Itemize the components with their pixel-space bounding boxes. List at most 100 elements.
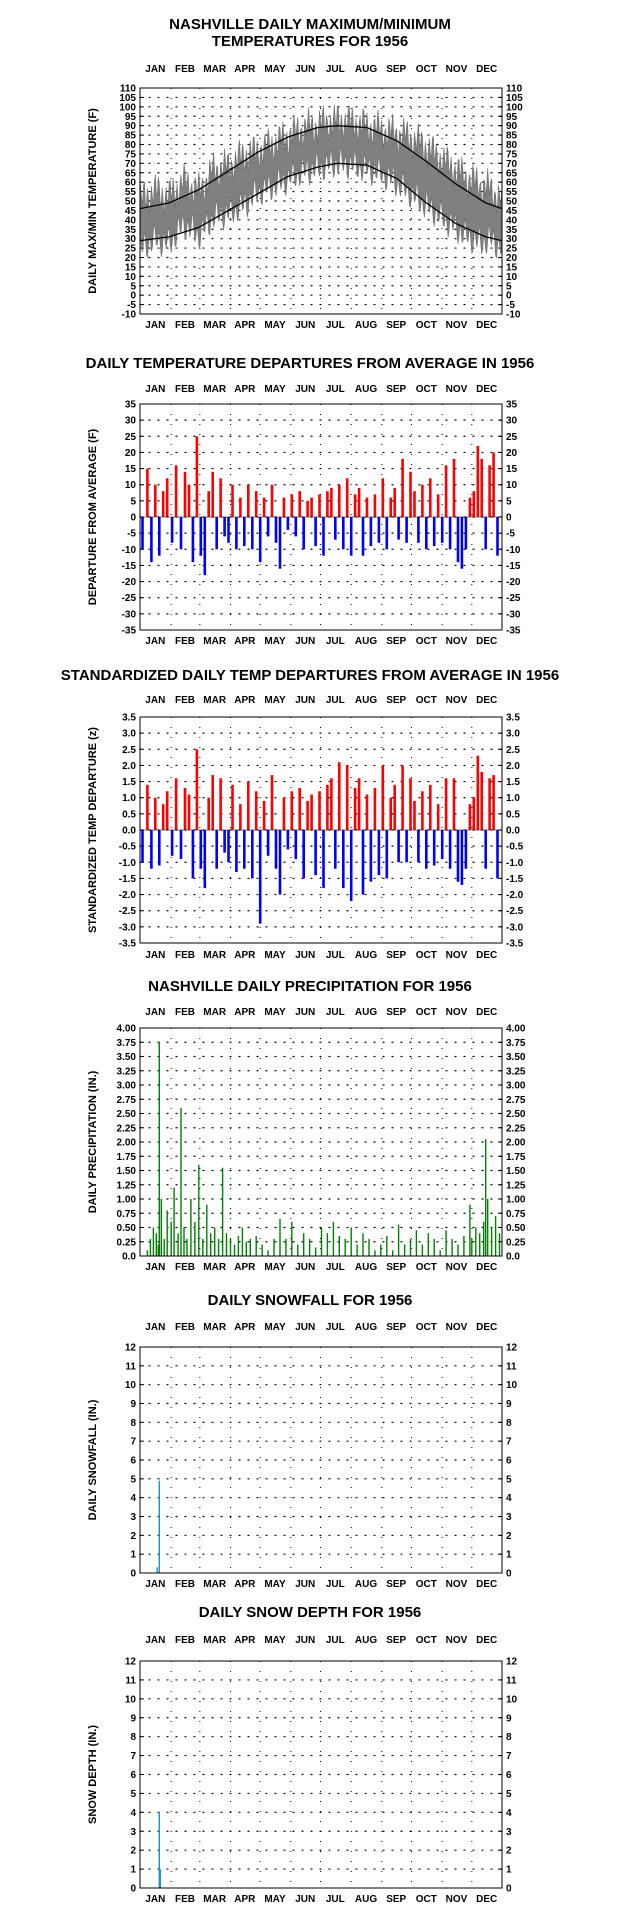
data-bar — [177, 1233, 179, 1256]
data-bar — [207, 491, 210, 517]
y-tick-label-right: 20 — [506, 253, 518, 264]
grid — [139, 1028, 503, 1256]
data-bar — [187, 484, 191, 517]
data-bar — [170, 830, 174, 856]
month-label: JUL — [326, 1635, 345, 1646]
data-bar — [444, 778, 448, 830]
month-label: AUG — [355, 695, 377, 706]
data-bar — [286, 830, 290, 850]
data-bar — [235, 517, 238, 550]
y-tick-label-left: 15 — [125, 464, 137, 475]
month-label: MAY — [264, 1322, 286, 1333]
data-bar — [160, 1199, 162, 1256]
y-tick-label-right: 60 — [506, 178, 518, 189]
month-label: JUL — [326, 1579, 345, 1590]
data-bar — [389, 797, 392, 830]
y-tick-label-left: -2.0 — [119, 890, 137, 901]
data-bar — [362, 1233, 364, 1256]
data-bar — [217, 1238, 220, 1256]
y-tick-label-left: 0 — [130, 513, 136, 524]
y-tick-label-right: 105 — [506, 93, 523, 104]
data-bar — [413, 800, 416, 830]
data-bar — [211, 471, 214, 517]
data-bar — [179, 517, 183, 550]
data-bar — [456, 517, 460, 563]
y-tick-label-right: -2.0 — [506, 890, 524, 901]
data-bar — [251, 830, 254, 879]
month-label: SEP — [386, 1894, 406, 1905]
month-label: JAN — [145, 1262, 165, 1273]
y-tick-label-right: 2.25 — [506, 1123, 526, 1134]
y-tick-label-left: 80 — [125, 140, 137, 151]
month-label: MAR — [203, 636, 227, 647]
y-tick-label-left: 8 — [130, 1732, 136, 1743]
month-label: OCT — [416, 1635, 437, 1646]
month-label: AUG — [355, 1322, 377, 1333]
chart-title: DAILY SNOWFALL FOR 1956 — [208, 1292, 413, 1309]
data-bar — [349, 517, 353, 556]
y-tick-label-left: 40 — [125, 215, 137, 226]
y-tick-label-right: 1.00 — [506, 1195, 526, 1206]
plot-frame — [139, 1346, 503, 1574]
y-tick-label-right: 11 — [506, 1675, 517, 1686]
data-bar — [452, 778, 456, 830]
data-bar — [475, 1227, 477, 1256]
month-label: MAY — [264, 1007, 286, 1018]
data-bar — [183, 471, 187, 517]
data-bar — [368, 1238, 370, 1256]
y-tick-label-left: 1 — [130, 1550, 136, 1561]
data-bar — [245, 1241, 247, 1257]
data-bar — [353, 788, 357, 830]
month-label: MAY — [264, 1894, 286, 1905]
data-bar — [401, 458, 404, 517]
data-bar — [266, 517, 270, 537]
data-bar — [498, 1233, 501, 1256]
y-tick-label-left: 2.0 — [122, 761, 136, 772]
data-bar — [308, 1238, 311, 1256]
month-label: SEP — [386, 1579, 406, 1590]
y-tick-label-left: 3.00 — [117, 1081, 137, 1092]
y-tick-label-right: 10 — [506, 1694, 518, 1705]
y-tick-label-right: 15 — [506, 262, 518, 273]
data-bar — [332, 1221, 335, 1256]
data-bar — [290, 494, 294, 517]
y-tick-label-left: 70 — [125, 159, 137, 170]
data-bar — [249, 1238, 251, 1256]
data-bar — [303, 1233, 305, 1256]
data-bar — [187, 794, 191, 830]
data-bar — [174, 465, 178, 517]
y-tick-label-left: 105 — [119, 93, 136, 104]
y-tick-label-right: 35 — [506, 225, 518, 236]
y-tick-label-right: 55 — [506, 187, 518, 198]
y-tick-label-left: -10 — [122, 310, 137, 321]
plot-frame — [139, 716, 503, 944]
data-bar — [415, 1230, 418, 1256]
y-tick-label-right: 90 — [506, 121, 518, 132]
month-label: JAN — [145, 1007, 165, 1018]
y-tick-label-right: 12 — [506, 1343, 518, 1354]
y-tick-label-left: 50 — [125, 197, 137, 208]
y-tick-label-left: 2 — [130, 1846, 136, 1857]
data-bar — [285, 1238, 287, 1256]
y-tick-label-right: 0.50 — [506, 1223, 526, 1234]
y-tick-label-left: 5 — [130, 1474, 136, 1485]
data-bar — [179, 830, 183, 860]
data-bar — [219, 778, 222, 830]
data-bar — [254, 491, 258, 517]
month-label: NOV — [446, 384, 468, 395]
data-bar — [448, 830, 452, 869]
month-label: MAY — [264, 64, 286, 75]
chart-title: NASHVILLE DAILY MAXIMUM/MINIMUM — [169, 16, 451, 33]
y-tick-label-left: -30 — [122, 609, 137, 620]
data-bar — [273, 1238, 275, 1256]
data-bar — [302, 517, 305, 550]
month-label: JAN — [145, 950, 165, 961]
month-label: APR — [234, 695, 256, 706]
data-bar — [342, 517, 345, 550]
month-label: NOV — [446, 695, 468, 706]
month-label: DEC — [476, 1322, 497, 1333]
data-bar — [318, 791, 321, 830]
data-bar — [448, 517, 452, 550]
y-tick-label-right: 11 — [506, 1361, 517, 1372]
month-label: MAR — [203, 320, 227, 331]
